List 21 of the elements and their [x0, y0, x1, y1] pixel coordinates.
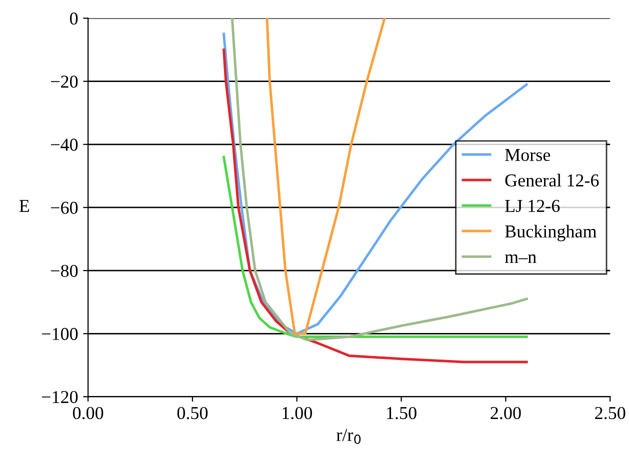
x-tick-label: 2.50 — [595, 406, 626, 420]
y-tick-label: 0 — [70, 12, 78, 25]
legend-label: m–n — [504, 254, 536, 263]
x-tick-label: 2.00 — [490, 406, 521, 420]
y-tick-label: −120 — [42, 390, 78, 404]
y-tick-label: −100 — [42, 328, 78, 340]
legend-label: LJ 12-6 — [505, 200, 560, 212]
y-tick-label: −20 — [51, 76, 78, 88]
y-tick-label: −80 — [51, 264, 78, 277]
x-tick-label: 1.00 — [282, 406, 312, 420]
y-tick-label: −40 — [51, 138, 78, 151]
x-axis-title: r/r$_{0}$ — [336, 428, 361, 444]
x-tick-label: 1.50 — [387, 406, 416, 420]
legend-label: Buckingham — [505, 224, 597, 242]
y-tick-label: −60 — [51, 202, 78, 214]
legend-label: Morse — [505, 149, 550, 162]
line-series — [266, 18, 386, 335]
x-tick-label: 0.50 — [177, 406, 208, 420]
y-axis-title: E — [19, 200, 30, 212]
legend-label: General 12-6 — [505, 174, 599, 187]
x-tick-label: 0.00 — [72, 406, 104, 420]
